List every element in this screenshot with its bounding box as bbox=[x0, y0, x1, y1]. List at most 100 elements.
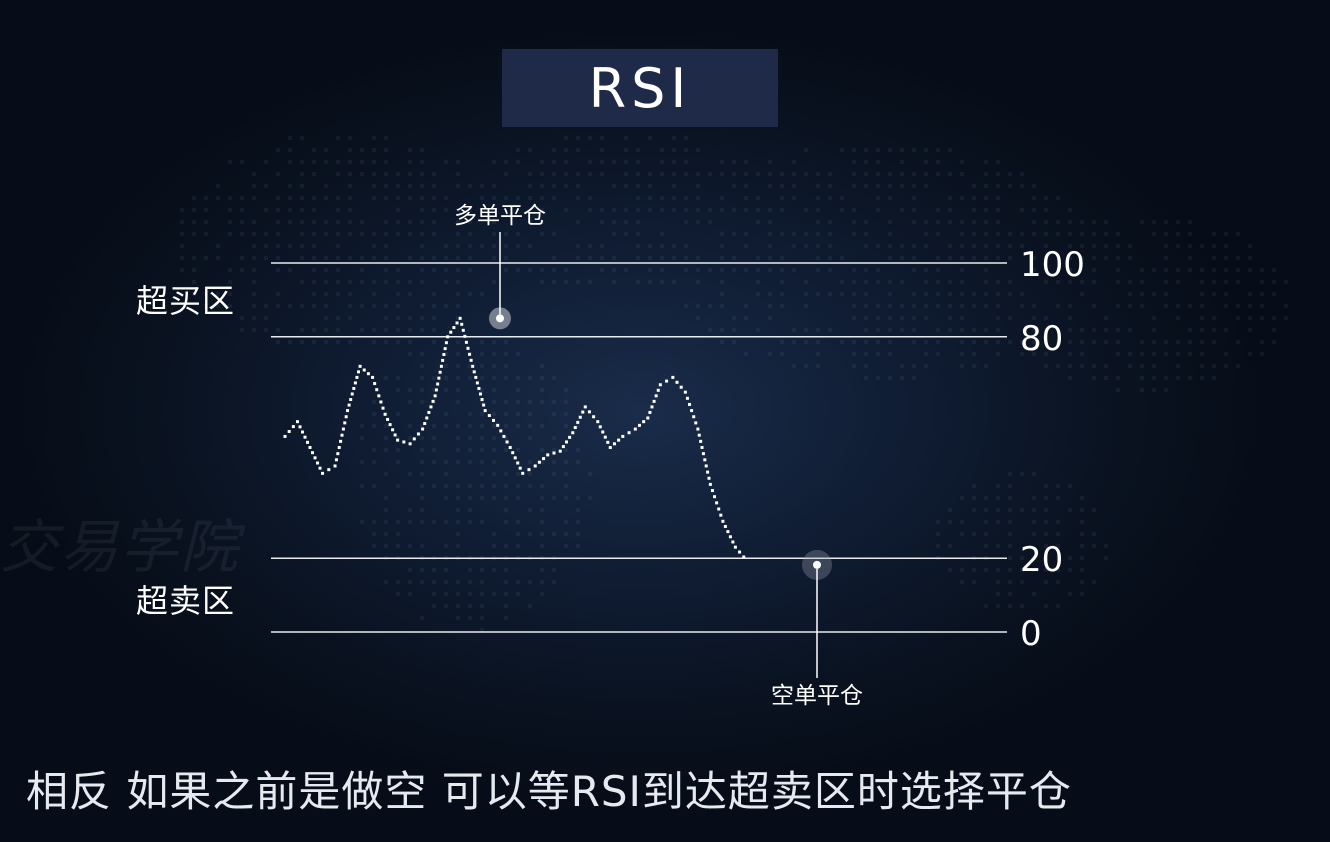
rsi-curve-dot bbox=[429, 405, 433, 409]
rsi-curve-dot bbox=[355, 375, 359, 379]
rsi-curve-dot bbox=[537, 460, 541, 464]
rsi-curve-dot bbox=[383, 412, 387, 416]
rsi-curve-dot bbox=[386, 417, 390, 421]
exit-long-marker bbox=[496, 314, 504, 323]
oversold-zone-label: 超卖区 bbox=[136, 582, 236, 620]
rsi-curve-dot bbox=[518, 466, 522, 470]
rsi-curve-dot bbox=[474, 375, 478, 379]
rsi-curve-dot bbox=[487, 414, 491, 418]
rsi-curve-dot bbox=[675, 380, 679, 384]
rsi-curve-dot bbox=[352, 386, 356, 390]
rsi-curve-dot bbox=[472, 370, 476, 374]
rsi-curve-dot bbox=[496, 423, 500, 427]
rsi-curve-dot bbox=[412, 437, 416, 441]
rsi-curve-dot bbox=[357, 370, 361, 374]
rsi-curve-dot bbox=[458, 316, 462, 320]
rsi-curve-dot bbox=[721, 519, 725, 523]
rsi-curve-dot bbox=[731, 540, 735, 544]
rsi-curve-dot bbox=[313, 456, 317, 460]
rsi-curve-dot bbox=[366, 372, 370, 376]
rsi-curve-dot bbox=[742, 555, 746, 559]
rsi-curve-dot bbox=[377, 394, 381, 398]
rsi-curve-dot bbox=[606, 440, 610, 444]
rsi-curve-dot bbox=[477, 386, 481, 390]
rsi-curve-dot bbox=[350, 392, 354, 396]
rsi-curve-dot bbox=[341, 427, 345, 431]
rsi-curve-dot bbox=[728, 535, 732, 539]
rsi-curve-dot bbox=[343, 421, 347, 425]
rsi-curve-dot bbox=[713, 495, 717, 499]
rsi-curve-dot bbox=[480, 398, 484, 402]
rsi-curve-dot bbox=[333, 464, 337, 468]
rsi-curve-dot bbox=[408, 442, 412, 446]
level-tick-label: 80 bbox=[1020, 319, 1063, 359]
rsi-curve-dot bbox=[499, 429, 503, 433]
rsi-curve-dot bbox=[388, 423, 392, 427]
rsi-curve-dot bbox=[471, 364, 475, 368]
rsi-curve-dot bbox=[703, 458, 707, 462]
rsi-curve-dot bbox=[340, 433, 344, 437]
rsi-curve-dot bbox=[654, 394, 658, 398]
rsi-curve-dot bbox=[521, 471, 525, 475]
rsi-curve-dot bbox=[344, 415, 348, 419]
rsi-curve-dot bbox=[306, 440, 310, 444]
rsi-curve-dot bbox=[502, 434, 506, 438]
rsi-curve-dot bbox=[431, 399, 435, 403]
rsi-curve-dot bbox=[393, 433, 397, 437]
rsi-curve-dot bbox=[492, 418, 496, 422]
rsi-curve-dot bbox=[561, 445, 565, 449]
rsi-curve-dot bbox=[700, 446, 704, 449]
rsi-curve-dot bbox=[425, 416, 429, 420]
rsi-curve-dot bbox=[353, 381, 357, 385]
level-tick-label: 20 bbox=[1020, 540, 1063, 580]
rsi-curve-dot bbox=[513, 456, 517, 460]
rsi-curve-dot bbox=[301, 430, 305, 434]
rsi-curve-dot bbox=[578, 415, 582, 419]
rsi-curve-dot bbox=[708, 482, 712, 486]
rsi-curve-dot bbox=[627, 431, 631, 435]
rsi-curve-dot bbox=[427, 410, 431, 414]
rsi-curve-dot bbox=[583, 405, 587, 409]
rsi-curve-dot bbox=[612, 442, 616, 446]
rsi-curve-dot bbox=[434, 388, 438, 392]
rsi-curve-dot bbox=[508, 446, 512, 449]
rsi-curve-dot bbox=[443, 347, 447, 351]
rsi-curve-dot bbox=[650, 405, 654, 409]
rsi-curve-dot bbox=[339, 439, 343, 443]
rsi-curve-dot bbox=[452, 326, 456, 330]
rsi-curve-dot bbox=[346, 409, 350, 413]
exit-short-label: 空单平仓 bbox=[771, 683, 863, 709]
rsi-curve-dot bbox=[601, 430, 605, 434]
rsi-curve-dot bbox=[621, 434, 625, 438]
rsi-curve-dot bbox=[469, 358, 473, 362]
rsi-curve-dot bbox=[436, 382, 440, 386]
rsi-curve-dot bbox=[658, 383, 662, 387]
rsi-curve-dot bbox=[455, 321, 459, 325]
rsi-curve-dot bbox=[696, 427, 700, 431]
rsi-curve-dot bbox=[646, 416, 650, 420]
rsi-curve-dot bbox=[446, 335, 450, 339]
rsi-curve-dot bbox=[461, 328, 465, 332]
rsi-curve-dot bbox=[460, 322, 464, 326]
rsi-curve-dot bbox=[733, 545, 737, 549]
rsi-curve-dot bbox=[533, 464, 537, 468]
rsi-curve-dot bbox=[327, 468, 331, 472]
rsi-curve-dot bbox=[298, 425, 302, 429]
rsi-curve-dot bbox=[483, 409, 487, 413]
rsi-curve-dot bbox=[373, 382, 377, 386]
rsi-curve-dot bbox=[362, 368, 366, 372]
rsi-curve-dot bbox=[433, 394, 437, 398]
rsi-curve-dot bbox=[468, 352, 472, 356]
rsi-curve-dot bbox=[699, 439, 703, 443]
rsi-curve-dot bbox=[546, 453, 550, 457]
rsi-curve-dot bbox=[642, 420, 646, 424]
rsi-curve-dot bbox=[723, 524, 727, 528]
rsi-curve-dot bbox=[726, 530, 730, 534]
rsi-curve-dot bbox=[358, 364, 362, 368]
rsi-curve-dot bbox=[571, 431, 575, 435]
rsi-curve-dot bbox=[707, 476, 711, 480]
rsi-curve-dot bbox=[482, 403, 486, 407]
rsi-curve-dot bbox=[592, 415, 596, 419]
chart-title: RSI bbox=[588, 56, 692, 120]
rsi-curve-dot bbox=[449, 330, 453, 334]
